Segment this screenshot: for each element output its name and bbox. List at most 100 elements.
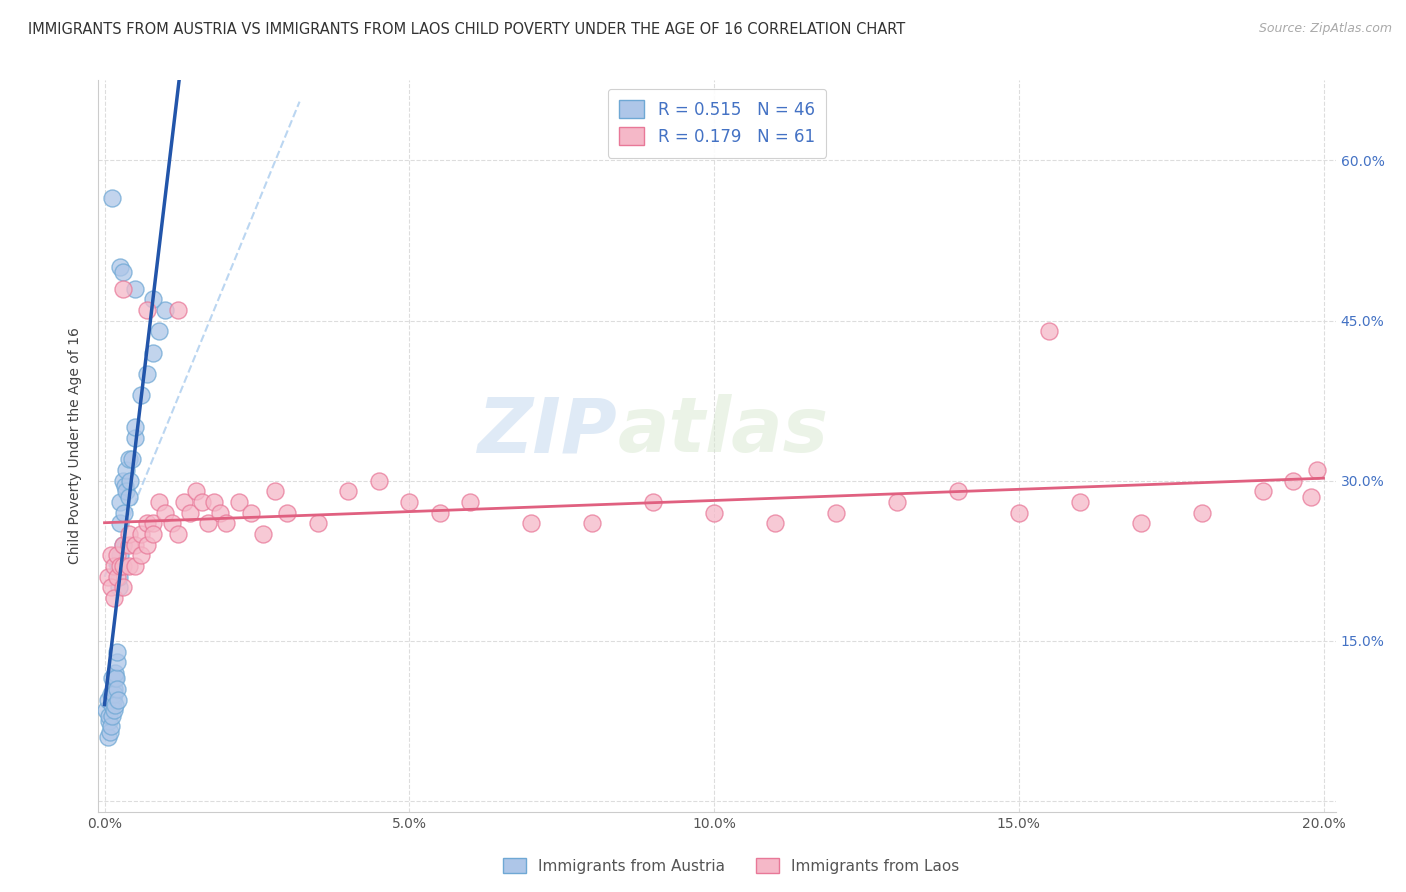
Point — [166, 302, 188, 317]
Point — [136, 516, 159, 531]
Point — [136, 302, 159, 317]
Point — [118, 452, 141, 467]
Point — [96, 703, 118, 717]
Point — [148, 324, 170, 338]
Point — [148, 495, 170, 509]
Point — [142, 292, 165, 306]
Point — [101, 692, 124, 706]
Point — [129, 388, 152, 402]
Point — [124, 420, 146, 434]
Point — [581, 516, 603, 531]
Point — [101, 191, 124, 205]
Point — [228, 495, 250, 509]
Point — [641, 495, 664, 509]
Point — [115, 463, 138, 477]
Point — [886, 495, 908, 509]
Point — [105, 671, 128, 685]
Point — [307, 516, 329, 531]
Point — [1069, 495, 1091, 509]
Point — [97, 714, 120, 728]
Point — [209, 506, 232, 520]
Point — [111, 265, 134, 279]
Point — [1129, 516, 1152, 531]
Point — [276, 506, 298, 520]
Point — [115, 484, 138, 499]
Point — [124, 431, 146, 445]
Legend: Immigrants from Austria, Immigrants from Laos: Immigrants from Austria, Immigrants from… — [496, 852, 966, 880]
Point — [129, 549, 152, 563]
Point — [110, 516, 132, 531]
Point — [111, 281, 134, 295]
Point — [1038, 324, 1060, 338]
Point — [1282, 474, 1305, 488]
Point — [105, 570, 128, 584]
Point — [101, 698, 124, 712]
Point — [155, 506, 177, 520]
Point — [197, 516, 219, 531]
Point — [155, 302, 177, 317]
Point — [103, 703, 125, 717]
Point — [108, 570, 131, 584]
Point — [120, 474, 142, 488]
Point — [946, 484, 969, 499]
Point — [337, 484, 360, 499]
Point — [160, 516, 183, 531]
Point — [367, 474, 389, 488]
Point — [100, 549, 122, 563]
Point — [429, 506, 451, 520]
Point — [103, 687, 125, 701]
Point — [111, 559, 134, 574]
Point — [100, 719, 122, 733]
Text: ZIP: ZIP — [478, 394, 619, 468]
Point — [703, 506, 725, 520]
Point — [107, 559, 129, 574]
Point — [202, 495, 225, 509]
Point — [114, 479, 136, 493]
Point — [142, 516, 165, 531]
Point — [111, 538, 134, 552]
Point — [1191, 506, 1213, 520]
Point — [100, 687, 122, 701]
Point — [252, 527, 274, 541]
Point — [118, 527, 141, 541]
Point — [101, 671, 124, 685]
Point — [129, 527, 152, 541]
Point — [398, 495, 420, 509]
Point — [98, 724, 121, 739]
Point — [124, 559, 146, 574]
Point — [1306, 463, 1329, 477]
Point — [111, 474, 134, 488]
Point — [1008, 506, 1031, 520]
Point — [166, 527, 188, 541]
Point — [142, 345, 165, 359]
Point — [825, 506, 848, 520]
Point — [142, 527, 165, 541]
Point — [136, 538, 159, 552]
Point — [458, 495, 481, 509]
Point — [108, 559, 131, 574]
Text: IMMIGRANTS FROM AUSTRIA VS IMMIGRANTS FROM LAOS CHILD POVERTY UNDER THE AGE OF 1: IMMIGRANTS FROM AUSTRIA VS IMMIGRANTS FR… — [28, 22, 905, 37]
Point — [191, 495, 214, 509]
Point — [107, 581, 129, 595]
Point — [104, 698, 127, 712]
Y-axis label: Child Poverty Under the Age of 16: Child Poverty Under the Age of 16 — [69, 327, 83, 565]
Point — [101, 708, 124, 723]
Text: atlas: atlas — [619, 394, 830, 468]
Point — [105, 681, 128, 696]
Point — [104, 671, 127, 685]
Point — [124, 538, 146, 552]
Point — [103, 559, 125, 574]
Point — [111, 538, 134, 552]
Point — [108, 549, 131, 563]
Point — [239, 506, 262, 520]
Point — [118, 490, 141, 504]
Point — [97, 730, 120, 744]
Point — [124, 281, 146, 295]
Point — [97, 692, 120, 706]
Point — [215, 516, 238, 531]
Point — [118, 538, 141, 552]
Point — [264, 484, 287, 499]
Point — [105, 655, 128, 669]
Point — [105, 644, 128, 658]
Point — [520, 516, 543, 531]
